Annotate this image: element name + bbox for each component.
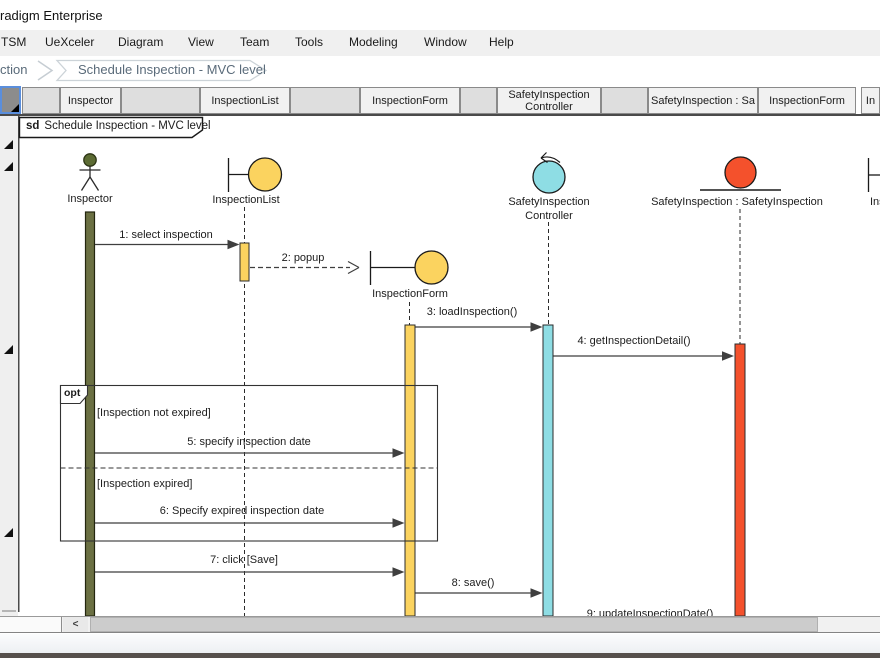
header-select-cell[interactable]: [0, 86, 21, 114]
message-4-label[interactable]: 4: getInspectionDetail(): [577, 335, 691, 347]
horizontal-scrollbar[interactable]: <: [0, 616, 880, 633]
breadcrumb-chevron-icon: [37, 59, 268, 82]
menu-view[interactable]: View: [188, 35, 214, 49]
label-controller-line2[interactable]: Controller: [525, 210, 573, 222]
opt-operator-label: opt: [64, 387, 81, 399]
message-6-label[interactable]: 6: Specify expired inspection date: [159, 505, 325, 517]
menu-bar: TSM UeXceler Diagram View Team Tools Mod…: [0, 30, 880, 56]
message-8-save[interactable]: [415, 588, 543, 598]
left-gutter: [0, 116, 18, 616]
menu-window[interactable]: Window: [424, 35, 467, 49]
header-cell-empty[interactable]: [121, 87, 200, 114]
header-cell-inspector[interactable]: Inspector: [60, 87, 121, 114]
boundary-partial-right-icon[interactable]: [867, 158, 880, 192]
boundary-inspectionlist-icon[interactable]: [227, 157, 283, 192]
message-7-click-save[interactable]: [95, 567, 405, 577]
label-inspectionlist[interactable]: InspectionList: [212, 194, 280, 206]
message-3-label[interactable]: 3: loadInspection(): [426, 306, 518, 318]
label-inspector[interactable]: Inspector: [67, 193, 113, 205]
sd-title: Schedule Inspection - MVC level: [44, 120, 211, 132]
message-5-label[interactable]: 5: specify inspection date: [187, 436, 311, 448]
gutter-marker-icon[interactable]: [4, 162, 13, 171]
header-cell-inspectionform-2[interactable]: InspectionForm: [758, 87, 856, 114]
control-controller-icon[interactable]: [532, 152, 566, 194]
activation-inspectionform[interactable]: [404, 324, 416, 616]
header-cell-empty[interactable]: [22, 87, 60, 114]
message-3-loadinspection[interactable]: [415, 322, 543, 332]
breadcrumb-item-previous[interactable]: ction: [0, 62, 28, 77]
activation-inspector[interactable]: [84, 211, 96, 616]
message-6-specify-expired-inspection-date[interactable]: [95, 518, 405, 528]
activation-controller[interactable]: [542, 324, 554, 616]
header-cell-empty[interactable]: [601, 87, 648, 114]
header-cell-inspectionlist[interactable]: InspectionList: [200, 87, 290, 114]
message-8-label[interactable]: 8: save(): [451, 577, 495, 589]
scrollbar-thumb[interactable]: [90, 617, 818, 632]
label-inspectionform[interactable]: InspectionForm: [372, 288, 448, 300]
header-cell-safetyinspection[interactable]: SafetyInspection : Sa: [648, 87, 758, 114]
label-partial-right[interactable]: Ins: [870, 196, 880, 208]
message-2-label[interactable]: 2: popup: [281, 252, 325, 264]
boundary-inspectionform-icon[interactable]: [369, 250, 449, 285]
header-cell-empty[interactable]: [290, 87, 360, 114]
scrollbar-corner: [0, 617, 62, 632]
gutter-marker-icon[interactable]: [4, 528, 13, 537]
message-9-label[interactable]: 9: updateInspectionDate(): [586, 608, 714, 616]
entity-safetyinspection-icon[interactable]: [700, 156, 781, 191]
message-2-popup[interactable]: [250, 260, 360, 275]
header-cell-partial[interactable]: In: [861, 87, 880, 114]
window-title: radigm Enterprise: [0, 8, 103, 23]
activation-entity[interactable]: [734, 343, 746, 616]
opt-fragment[interactable]: [59, 384, 439, 542]
canvas-top-border: [0, 114, 880, 116]
guard-expired[interactable]: [Inspection expired]: [97, 478, 193, 490]
guard-not-expired[interactable]: [Inspection not expired]: [97, 407, 211, 419]
sd-frame-label-shape[interactable]: [18, 116, 204, 139]
message-1-label[interactable]: 1: select inspection: [119, 229, 213, 241]
actor-inspector-icon[interactable]: [79, 153, 101, 191]
header-cell-controller[interactable]: SafetyInspection Controller: [497, 87, 601, 114]
menu-help[interactable]: Help: [489, 35, 514, 49]
breadcrumb: ction Schedule Inspection - MVC level: [0, 56, 880, 85]
status-bar: [0, 634, 880, 653]
gutter-marker-icon[interactable]: [4, 140, 13, 149]
gutter-marker-icon[interactable]: [4, 345, 13, 354]
header-cell-inspectionform[interactable]: InspectionForm: [360, 87, 460, 114]
breadcrumb-item-current[interactable]: Schedule Inspection - MVC level: [78, 62, 266, 77]
diagram-canvas[interactable]: sd Schedule Inspection - MVC level opt [I…: [0, 116, 880, 616]
label-entity[interactable]: SafetyInspection : SafetyInspection: [651, 196, 823, 208]
header-cell-empty[interactable]: [460, 87, 497, 114]
sd-frame-label[interactable]: sd Schedule Inspection - MVC level: [26, 120, 211, 132]
menu-modeling[interactable]: Modeling: [349, 35, 398, 49]
menu-tsm[interactable]: TSM: [1, 35, 27, 49]
menu-tools[interactable]: Tools: [295, 35, 324, 49]
lifeline-header-row: Inspector InspectionList InspectionForm …: [0, 86, 880, 115]
title-bar: radigm Enterprise: [0, 0, 880, 30]
message-4-getinspectiondetail[interactable]: [553, 351, 735, 361]
menu-diagram[interactable]: Diagram: [118, 35, 164, 49]
menu-uexceler[interactable]: UeXceler: [45, 35, 95, 49]
scroll-left-button[interactable]: <: [63, 617, 88, 632]
activation-inspectionlist[interactable]: [239, 242, 250, 282]
corner-triangle-icon: [11, 104, 19, 112]
message-5-specify-inspection-date[interactable]: [95, 448, 405, 458]
sd-keyword: sd: [26, 120, 40, 132]
label-controller-line1[interactable]: SafetyInspection: [508, 196, 590, 208]
message-1-select-inspection[interactable]: [95, 239, 240, 250]
menu-team[interactable]: Team: [240, 35, 270, 49]
window-bottom-edge: [0, 653, 880, 658]
message-7-label[interactable]: 7: click [Save]: [210, 554, 278, 566]
